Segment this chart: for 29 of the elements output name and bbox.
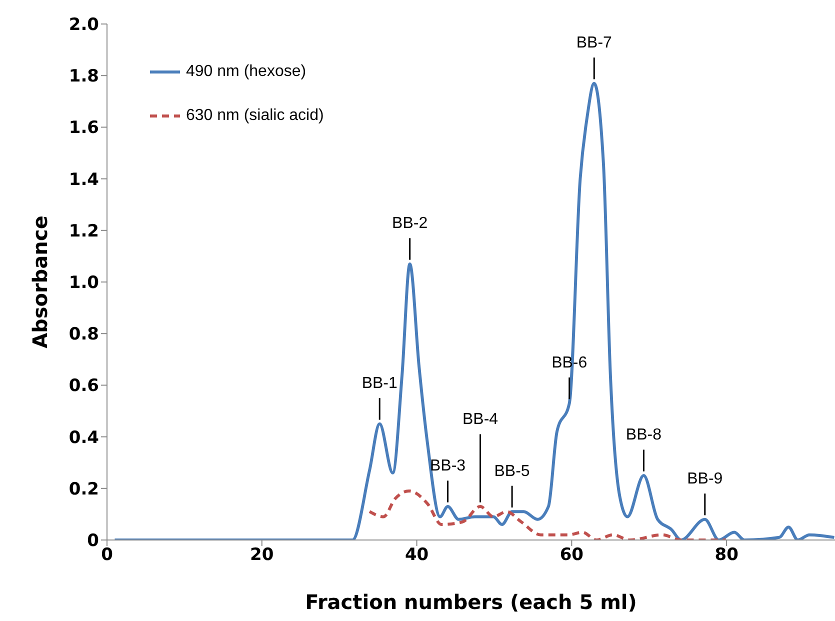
- y-tick-label: 1.0: [68, 273, 100, 294]
- legend-label: 630 nm (sialic acid): [186, 107, 324, 125]
- y-tick-label: 0.2: [68, 479, 99, 500]
- annotation: BB-9: [687, 470, 723, 488]
- y-tick-label: 2.0: [68, 15, 100, 36]
- annotation: BB-5: [494, 462, 530, 480]
- line-series: [368, 489, 728, 540]
- y-tick-label: 0.6: [68, 376, 99, 396]
- y-tick-label: 1.8: [68, 66, 99, 87]
- annotation: BB-2: [392, 215, 428, 232]
- x-tick-label: 0: [101, 545, 114, 566]
- y-tick-label: 1.6: [68, 118, 99, 138]
- x-tick-label: 60: [560, 545, 584, 566]
- line-series: [113, 82, 835, 540]
- legend-label: 490 nm (hexose): [186, 63, 306, 81]
- annotation: BB-7: [576, 34, 612, 52]
- y-tick-label: 1.4: [68, 170, 100, 190]
- annotation: BB-8: [626, 426, 662, 444]
- annotation: BB-1: [362, 375, 398, 392]
- y-tick-label: 1.2: [68, 221, 99, 242]
- y-tick-label: 0.4: [68, 428, 100, 448]
- annotation: BB-4: [462, 411, 498, 428]
- x-tick-label: 80: [714, 545, 739, 566]
- y-axis-title: Absorbance: [28, 216, 52, 348]
- y-tick-label: 0: [87, 531, 100, 552]
- x-tick-label: 20: [250, 545, 274, 566]
- y-tick-label: 0.8: [68, 324, 99, 345]
- x-axis-title: Fraction numbers (each 5 ml): [305, 590, 637, 614]
- x-tick-label: 40: [404, 545, 429, 566]
